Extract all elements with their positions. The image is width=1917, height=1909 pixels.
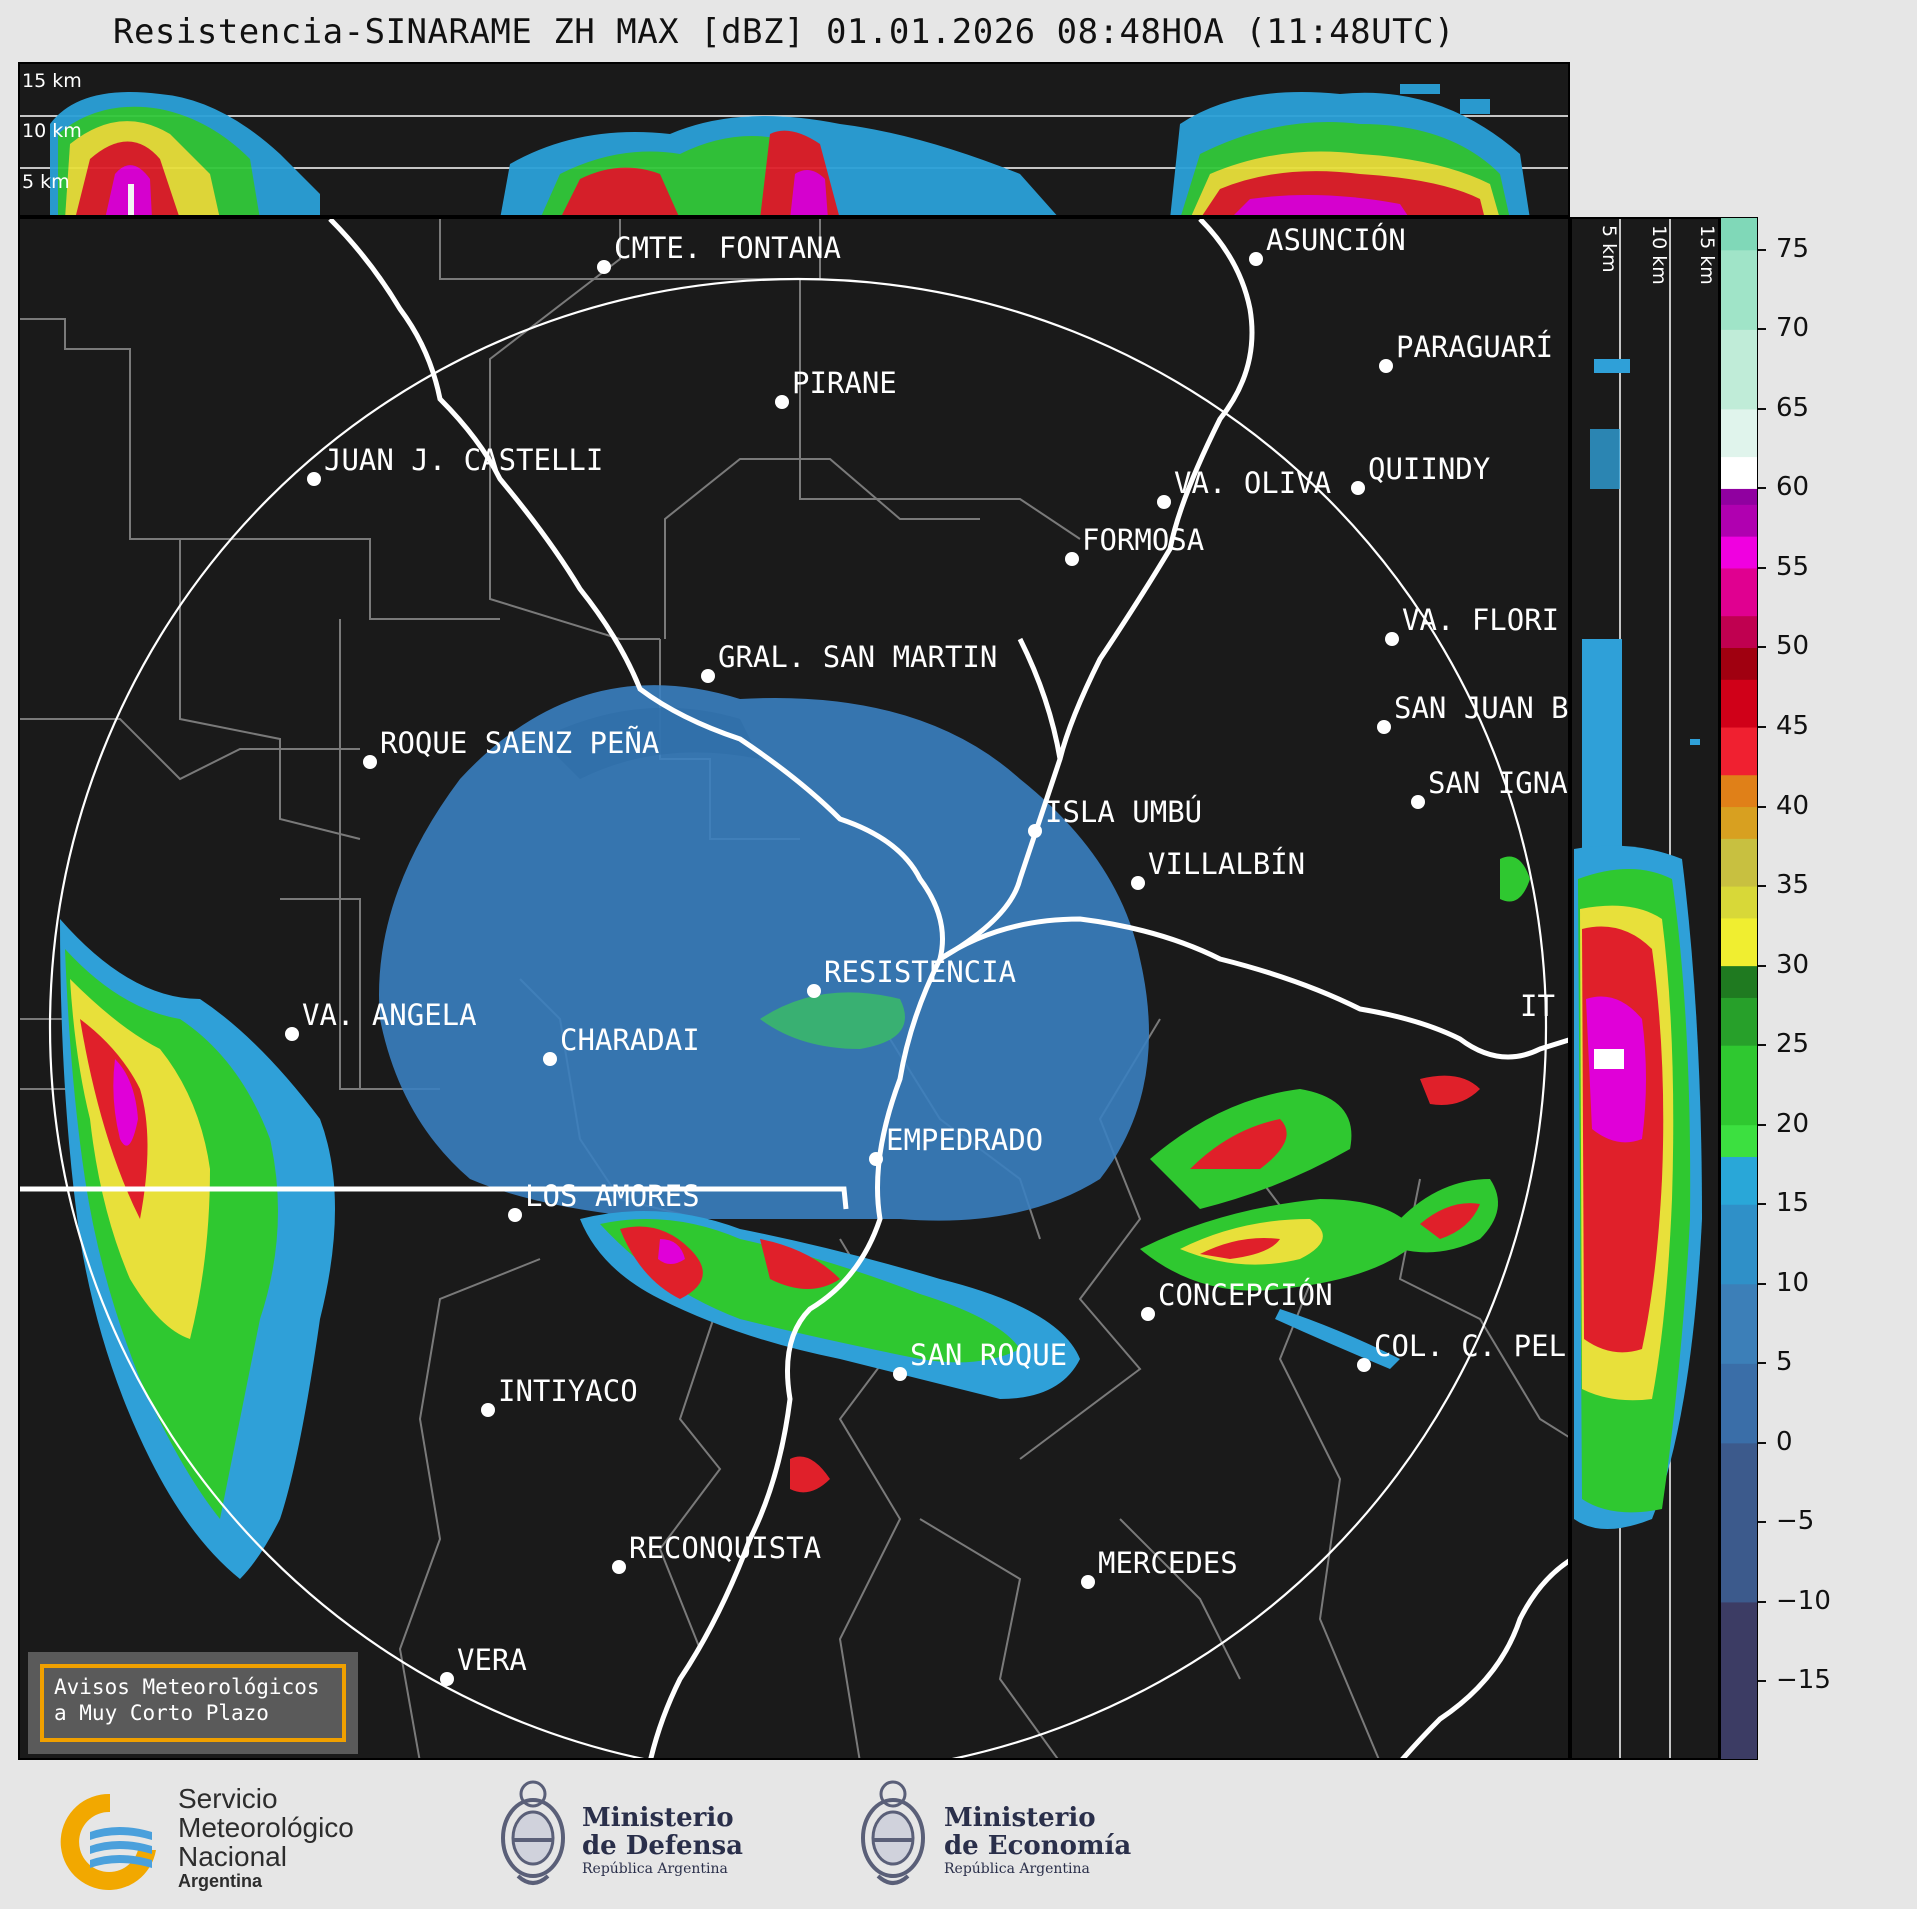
smn-logo-icon (60, 1793, 156, 1890)
colorbar-tick-label: −15 (1776, 1665, 1831, 1696)
colorbar-segment (1721, 1156, 1757, 1205)
colorbar-tick-label: −10 (1776, 1585, 1831, 1616)
colorbar-segment (1721, 965, 1757, 998)
right-alt-label-10: 10 km (1648, 225, 1670, 285)
colorbar-tick-label: 20 (1776, 1108, 1810, 1139)
colorbar-segment (1721, 567, 1757, 617)
colorbar-tick-label: 65 (1776, 392, 1810, 423)
colorbar-tick-label: 40 (1776, 790, 1810, 821)
colorbar-segment (1721, 1363, 1757, 1444)
right-profile-echoes (1574, 219, 1702, 1758)
colorbar-gradient (1721, 218, 1757, 1759)
eastern-convective-cells (1140, 856, 1530, 1369)
colorbar-tick-label: 15 (1776, 1188, 1810, 1219)
colorbar-tick-label: 55 (1776, 551, 1810, 582)
colorbar-segment (1721, 329, 1757, 410)
radar-range-ring (49, 278, 1547, 1758)
colorbar-segment (1721, 536, 1757, 569)
colorbar-segment (1721, 218, 1757, 251)
top-alt-label-5: 5 km (22, 171, 70, 193)
colorbar-segment (1721, 806, 1757, 839)
colorbar-segment (1721, 1204, 1757, 1285)
colorbar-segment (1721, 886, 1757, 919)
colorbar-segment (1721, 997, 1757, 1046)
colorbar-tick-label: 10 (1776, 1267, 1810, 1298)
colorbar-segment (1721, 917, 1757, 967)
colorbar-segment (1721, 679, 1757, 728)
defensa-seal (494, 1776, 572, 1896)
top-alt-label-10: 10 km (22, 120, 82, 142)
stratiform-echo (379, 685, 1149, 1221)
top-altitude-profile: 15 km 10 km 5 km (18, 62, 1570, 217)
colorbar-segment (1721, 456, 1757, 489)
warning-link[interactable]: Avisos Meteorológicos a Muy Corto Plazo (40, 1664, 346, 1742)
colorbar-tick-label: 25 (1776, 1029, 1810, 1060)
colorbar-segment (1721, 774, 1757, 808)
right-alt-label-5: 5 km (1598, 225, 1620, 273)
warning-link-box[interactable]: Avisos Meteorológicos a Muy Corto Plazo (28, 1652, 358, 1754)
colorbar-tick-label: −5 (1776, 1506, 1815, 1537)
reflectivity-colorbar (1720, 217, 1758, 1760)
colorbar-segment (1721, 504, 1757, 537)
colorbar-ticks: 75 70 65 60 55 50 45 40 35 30 25 20 15 10 5 0 −5 −10 −15 (1758, 217, 1917, 1760)
colorbar-segment (1721, 838, 1757, 887)
smn-logo (56, 1788, 164, 1892)
colorbar-segment (1721, 647, 1757, 680)
colorbar-segment (1721, 488, 1757, 505)
footer-logos: Servicio Meteorológico Nacional Argentin… (0, 1760, 1917, 1909)
economia-logo-text: Ministerio de Economía República Argenti… (944, 1803, 1132, 1877)
colorbar-segment (1721, 1601, 1757, 1759)
colorbar-tick-label: 75 (1776, 233, 1810, 264)
colorbar-tick-label: 70 (1776, 313, 1810, 344)
colorbar-tick-label: 60 (1776, 472, 1810, 503)
colorbar-segment (1721, 1442, 1757, 1603)
colorbar-tick-label: 30 (1776, 949, 1810, 980)
coat-of-arms-icon (501, 1780, 565, 1885)
coat-of-arms-icon (861, 1780, 925, 1885)
defensa-logo-text: Ministerio de Defensa República Argentin… (582, 1803, 743, 1877)
colorbar-segment (1721, 615, 1757, 648)
colorbar-segment (1721, 1124, 1757, 1158)
colorbar-tick-label: 45 (1776, 711, 1810, 742)
warning-line-1: Avisos Meteorológicos (54, 1675, 320, 1699)
colorbar-segment (1721, 249, 1757, 330)
colorbar-tick-label: 5 (1776, 1347, 1793, 1378)
right-altitude-profile: 5 km 10 km 15 km (1570, 217, 1720, 1760)
radar-reflectivity-layer (20, 219, 1568, 1758)
colorbar-segment (1721, 1283, 1757, 1364)
colorbar-tick-label: 50 (1776, 631, 1810, 662)
top-alt-label-15: 15 km (22, 70, 82, 92)
smn-logo-text: Servicio Meteorológico Nacional Argentin… (178, 1783, 354, 1891)
radar-map: CMTE. FONTANA PIRANE JUAN J. CASTELLI AS… (18, 217, 1570, 1760)
rivers-borders (20, 219, 1568, 1758)
colorbar-tick-label: 0 (1776, 1426, 1793, 1457)
colorbar-segment (1721, 727, 1757, 776)
colorbar-tick-label: 35 (1776, 870, 1810, 901)
colorbar-segment (1721, 1045, 1757, 1126)
top-profile-echoes (20, 84, 1568, 215)
right-alt-label-15: 15 km (1696, 225, 1718, 285)
warning-line-2: a Muy Corto Plazo (54, 1701, 269, 1725)
colorbar-segment (1721, 408, 1757, 458)
economia-seal (854, 1776, 932, 1896)
map-title: Resistencia-SINARAME ZH MAX [dBZ] 01.01.… (112, 12, 1456, 52)
